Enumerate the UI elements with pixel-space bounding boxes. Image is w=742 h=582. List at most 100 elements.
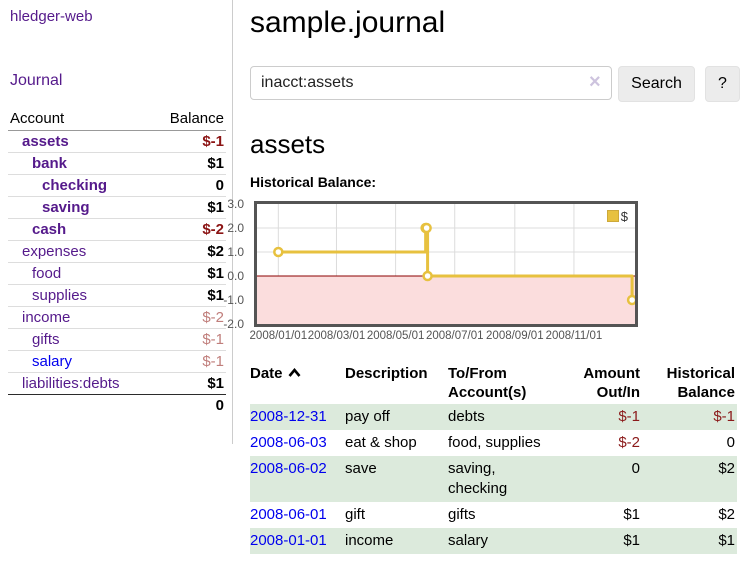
transaction-date-link[interactable]: 2008-06-02 — [250, 459, 327, 477]
account-row: expenses $2 — [8, 240, 226, 263]
account-link[interactable]: checking — [42, 177, 108, 194]
account-link[interactable]: supplies — [32, 287, 88, 304]
transaction-balance: 0 — [726, 433, 735, 451]
account-row: cash $-2 — [8, 218, 226, 241]
account-balance: $2 — [152, 240, 226, 263]
account-row: bank $1 — [8, 152, 226, 175]
transaction-amount: $-1 — [618, 407, 640, 425]
transaction-row: 2008-06-01 gift gifts $1 $2 — [250, 502, 737, 528]
register-header-balance: Historical Balance — [666, 364, 735, 401]
balance-chart: 3.0 2.0 1.0 0.0 -1.0 -2.0 $ 2008/01/01 2008/03… — [223, 197, 742, 349]
transaction-row: 2008-06-02 save saving, checking 0 $2 — [250, 455, 737, 502]
register-table: Date Description To/From Account(s) Amou… — [250, 362, 737, 554]
x-tick-label: 2008/07/01 — [425, 329, 484, 342]
transaction-row: 2008-12-31 pay off debts $-1 $-1 — [250, 403, 737, 430]
account-link[interactable]: cash — [32, 221, 67, 238]
clear-search-icon[interactable]: × — [589, 71, 601, 93]
sort-ascending-icon — [288, 367, 301, 377]
account-link[interactable]: food — [32, 265, 62, 282]
register-header-accounts: To/From Account(s) — [448, 364, 527, 401]
account-link[interactable]: assets — [22, 133, 69, 150]
register-header-date[interactable]: Date — [250, 362, 345, 404]
account-balance: $1 — [152, 262, 226, 285]
legend-swatch-icon — [606, 210, 619, 223]
account-row: checking 0 — [8, 174, 226, 197]
account-balance: $-2 — [152, 218, 226, 241]
transaction-date-link[interactable]: 2008-06-03 — [250, 433, 327, 451]
transaction-accounts: salary — [448, 531, 489, 549]
transaction-row: 2008-01-01 income salary $1 $1 — [250, 527, 737, 554]
account-link[interactable]: bank — [32, 155, 68, 172]
y-tick-label: -1.0 — [223, 292, 244, 307]
account-link[interactable]: income — [22, 309, 71, 326]
account-link[interactable]: expenses — [22, 243, 87, 260]
chart-canvas — [257, 203, 635, 324]
chart-plot-area: $ — [254, 200, 638, 327]
help-button[interactable]: ? — [705, 66, 740, 102]
accounts-total-balance: 0 — [152, 394, 226, 416]
account-row: income $-2 — [8, 306, 226, 329]
account-link[interactable]: salary — [32, 353, 73, 370]
accounts-header-balance: Balance — [152, 107, 226, 131]
sidebar-item-journal[interactable]: Journal — [10, 72, 63, 89]
accounts-total-row: 0 — [8, 394, 226, 416]
account-balance: $-1 — [152, 328, 226, 351]
transaction-amount: $-2 — [618, 433, 640, 451]
chart-x-axis-labels: 2008/01/01 2008/03/01 2008/05/01 2008/07/01… — [250, 329, 635, 346]
y-tick-label: 3.0 — [227, 196, 244, 211]
account-balance: $-1 — [202, 133, 224, 150]
account-row: saving $1 — [8, 196, 226, 219]
account-row: gifts $-1 — [8, 328, 226, 351]
account-link[interactable]: gifts — [32, 331, 60, 348]
app-brand-link[interactable]: hledger-web — [10, 8, 93, 25]
page-title: sample.journal — [250, 6, 446, 39]
transaction-balance: $-1 — [713, 407, 735, 425]
account-heading: assets — [250, 129, 326, 159]
transaction-description: gift — [345, 505, 366, 523]
transaction-accounts: gifts — [448, 505, 476, 523]
transaction-amount: 0 — [631, 459, 640, 477]
x-tick-label: 2008/11/01 — [545, 329, 603, 342]
search-bar: × Search ? — [250, 66, 742, 102]
transaction-description: income — [345, 531, 394, 549]
transaction-description: eat & shop — [345, 433, 417, 451]
sidebar: hledger-web Journal Account Balance asse… — [0, 0, 233, 444]
account-balance: $-1 — [152, 350, 226, 373]
x-tick-label: 2008/05/01 — [366, 329, 425, 342]
account-balance: $1 — [152, 196, 226, 219]
account-balance: $1 — [152, 152, 226, 175]
chart-y-axis-labels: 3.0 2.0 1.0 0.0 -1.0 -2.0 — [204, 197, 250, 331]
transaction-balance: $2 — [718, 459, 735, 477]
register-header-description: Description — [345, 364, 428, 382]
y-tick-label: 1.0 — [227, 244, 244, 259]
transaction-date-link[interactable]: 2008-06-01 — [250, 505, 327, 523]
search-input[interactable] — [250, 66, 612, 100]
transaction-accounts: food, supplies — [448, 433, 541, 451]
transaction-accounts: debts — [448, 407, 485, 425]
search-button[interactable]: Search — [618, 66, 695, 102]
y-tick-label: 0.0 — [227, 268, 244, 283]
x-tick-label: 2008/03/01 — [307, 329, 366, 342]
transaction-date-link[interactable]: 2008-01-01 — [250, 531, 327, 549]
transaction-description: save — [345, 459, 377, 477]
account-row: assets $-1 — [8, 131, 226, 153]
account-balance: 0 — [152, 174, 226, 197]
transaction-date-link[interactable]: 2008-12-31 — [250, 407, 327, 425]
chart-legend: $ — [605, 207, 629, 225]
transaction-amount: $1 — [623, 505, 640, 523]
y-tick-label: 2.0 — [227, 220, 244, 235]
account-balance: $-2 — [152, 306, 226, 329]
account-row: supplies $1 — [8, 284, 226, 307]
account-link[interactable]: liabilities:debts — [22, 375, 120, 392]
accounts-table: Account Balance assets $-1 bank $1 checking 0… — [8, 107, 226, 416]
legend-label: $ — [620, 208, 628, 224]
x-tick-label: 2008/01/01 — [249, 329, 308, 342]
account-balance: $1 — [152, 372, 226, 395]
x-tick-label: 2008/09/01 — [486, 329, 544, 342]
register-header-amount: Amount Out/In — [583, 364, 640, 401]
y-tick-label: -2.0 — [223, 316, 244, 331]
transaction-description: pay off — [345, 407, 390, 425]
account-link[interactable]: saving — [42, 199, 90, 216]
transaction-balance: $2 — [718, 505, 735, 523]
account-row: liabilities:debts $1 — [8, 372, 226, 395]
